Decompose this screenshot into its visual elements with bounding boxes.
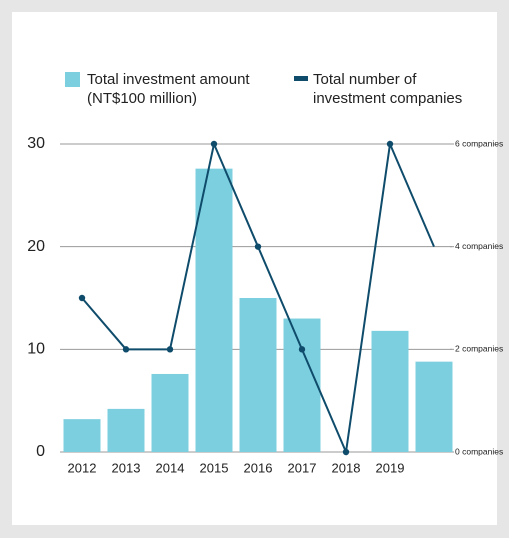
y-tick-label: 10	[27, 341, 45, 358]
x-tick-label: 2012	[68, 460, 97, 475]
line-point	[166, 346, 174, 353]
legend-label: Total investment amount (NT$100 million)	[87, 71, 250, 107]
legend-label: Total number of investment companies	[313, 71, 463, 107]
line-point	[78, 294, 86, 302]
y2-tick-label: 4 companies	[455, 241, 503, 251]
legend-swatch	[294, 76, 308, 81]
bar	[195, 168, 233, 452]
y2-tick-label: 2 companies	[455, 344, 503, 354]
y2-tick-label: 0 companies	[455, 446, 503, 456]
y-tick-label: 30	[27, 135, 45, 152]
line-point	[122, 346, 130, 353]
line-point	[342, 448, 350, 456]
bar	[283, 318, 321, 452]
bar	[371, 330, 409, 452]
line-point	[210, 140, 218, 148]
y-tick-label: 0	[36, 443, 45, 460]
bar	[107, 408, 145, 452]
line-point	[386, 140, 394, 148]
y-tick-label: 20	[27, 238, 45, 255]
x-tick-label: 2019	[376, 460, 405, 475]
x-tick-label: 2014	[156, 460, 185, 475]
bar	[239, 298, 277, 452]
line-point	[254, 243, 262, 250]
x-tick-label: 2017	[288, 460, 317, 475]
line-point	[298, 346, 306, 353]
bar	[63, 419, 101, 452]
bar	[415, 361, 453, 452]
y2-tick-label: 6 companies	[455, 138, 503, 148]
x-tick-label: 2015	[200, 460, 229, 475]
bar	[151, 373, 189, 452]
x-tick-label: 2018	[332, 460, 361, 475]
x-tick-label: 2016	[244, 460, 273, 475]
x-tick-label: 2013	[112, 460, 141, 475]
legend-swatch	[65, 72, 80, 87]
